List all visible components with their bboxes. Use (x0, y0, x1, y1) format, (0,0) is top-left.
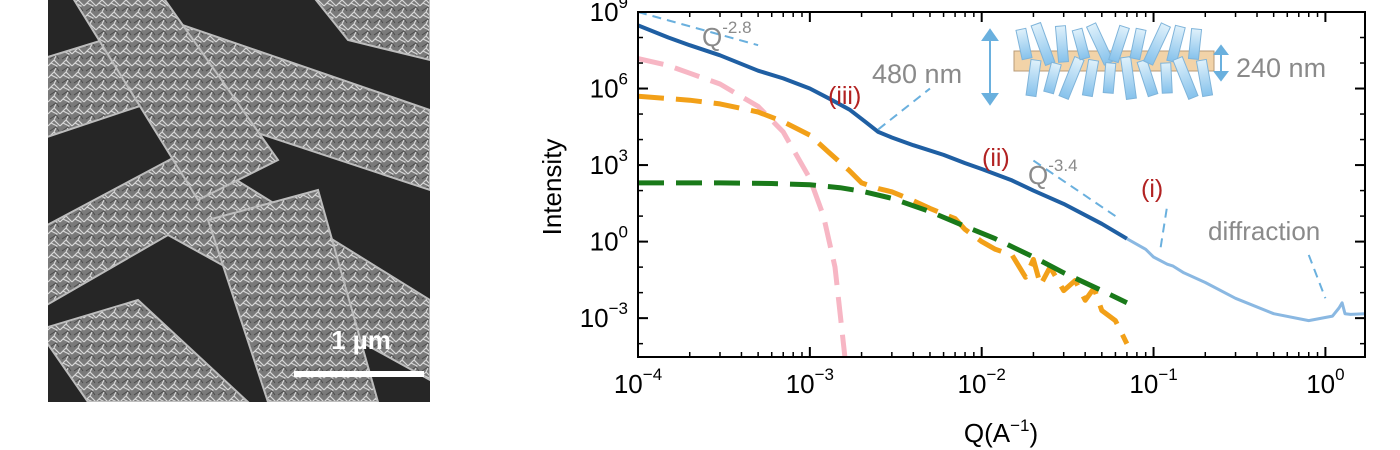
schematic-rod (1120, 55, 1137, 101)
series-line-2 (1126, 237, 1365, 323)
schematic-rod (1129, 27, 1147, 61)
schematic-rod (1187, 28, 1203, 60)
schematic-rod (1015, 27, 1033, 61)
guide-line-4 (1159, 205, 1169, 248)
y-tick-label-3: 103 (590, 146, 628, 180)
region-label-i: (i) (1141, 175, 1163, 203)
guide-layer (637, 11, 1327, 299)
schematic-rod (1054, 25, 1070, 63)
diffraction-label: diffraction (1208, 216, 1320, 246)
y-tick-label-4: 106 (590, 70, 628, 104)
scale-bar-label: 1 µm (331, 325, 391, 355)
schematic-rod (1108, 24, 1130, 64)
sem-micrograph: 1 µm (48, 0, 430, 402)
schematic-rod (1172, 56, 1199, 100)
region-label-ii: (ii) (982, 144, 1010, 172)
dimension-480: 480 nm (872, 59, 962, 89)
x-tick-label-2: 10−3 (786, 365, 834, 399)
schematic-rod (1030, 21, 1056, 67)
schematic-rod (1025, 58, 1042, 98)
slope-label-top: Q-2.8 (702, 18, 752, 52)
series-layer (638, 23, 1365, 357)
y-tick-label-5: 109 (590, 0, 628, 27)
schematic-rod (1102, 62, 1117, 94)
y-tick-label-2: 100 (590, 223, 628, 257)
slope-label-mid: Q-3.4 (1028, 156, 1078, 190)
schematic-rod (1166, 24, 1186, 64)
dimension-240: 240 nm (1236, 53, 1326, 83)
series-line-1 (638, 23, 1128, 241)
fiber-schematic (981, 21, 1229, 106)
schematic-rod (1081, 58, 1100, 98)
x-tick-label-5: 100 (1306, 365, 1344, 399)
y-axis-label: Intensity (537, 139, 567, 236)
schematic-rod (1136, 58, 1159, 98)
guide-line-1 (637, 11, 759, 47)
x-tick-label-1: 10−4 (614, 365, 662, 399)
dimension-arrow-240 (1213, 44, 1229, 82)
plot-area: 10−4 10−3 10−2 10−1 100 10−3 100 103 106 109 (580, 0, 1366, 399)
series-line-5 (638, 180, 1128, 306)
schematic-rod (1071, 27, 1091, 61)
guide-line-3 (877, 87, 931, 131)
schematic-rod (1195, 58, 1214, 98)
schematic-rod (1142, 22, 1172, 66)
guide-line-2 (1032, 159, 1116, 217)
guide-line-5 (1307, 254, 1327, 299)
region-label-iii: (iii) (828, 82, 861, 110)
y-tick-label-1: 10−3 (580, 299, 628, 333)
annotations: Q-2.8 Q-3.4 (iii) (ii) (i) diffraction 4… (702, 18, 1326, 246)
rod-layer (1015, 21, 1214, 101)
dimension-arrow-480 (981, 28, 999, 106)
schematic-rod (1043, 61, 1062, 95)
series-line-3 (638, 56, 848, 357)
fiber-bundle (48, 0, 430, 402)
x-axis-label: Q(A−1) (964, 416, 1038, 448)
schematic-rod (1160, 62, 1173, 94)
x-tick-label-4: 10−1 (1129, 365, 1177, 399)
tick-layer: 10−4 10−3 10−2 10−1 100 10−3 100 103 106 109 (580, 0, 1365, 399)
x-tick-label-3: 10−2 (958, 365, 1006, 399)
plot-frame (637, 11, 1366, 358)
